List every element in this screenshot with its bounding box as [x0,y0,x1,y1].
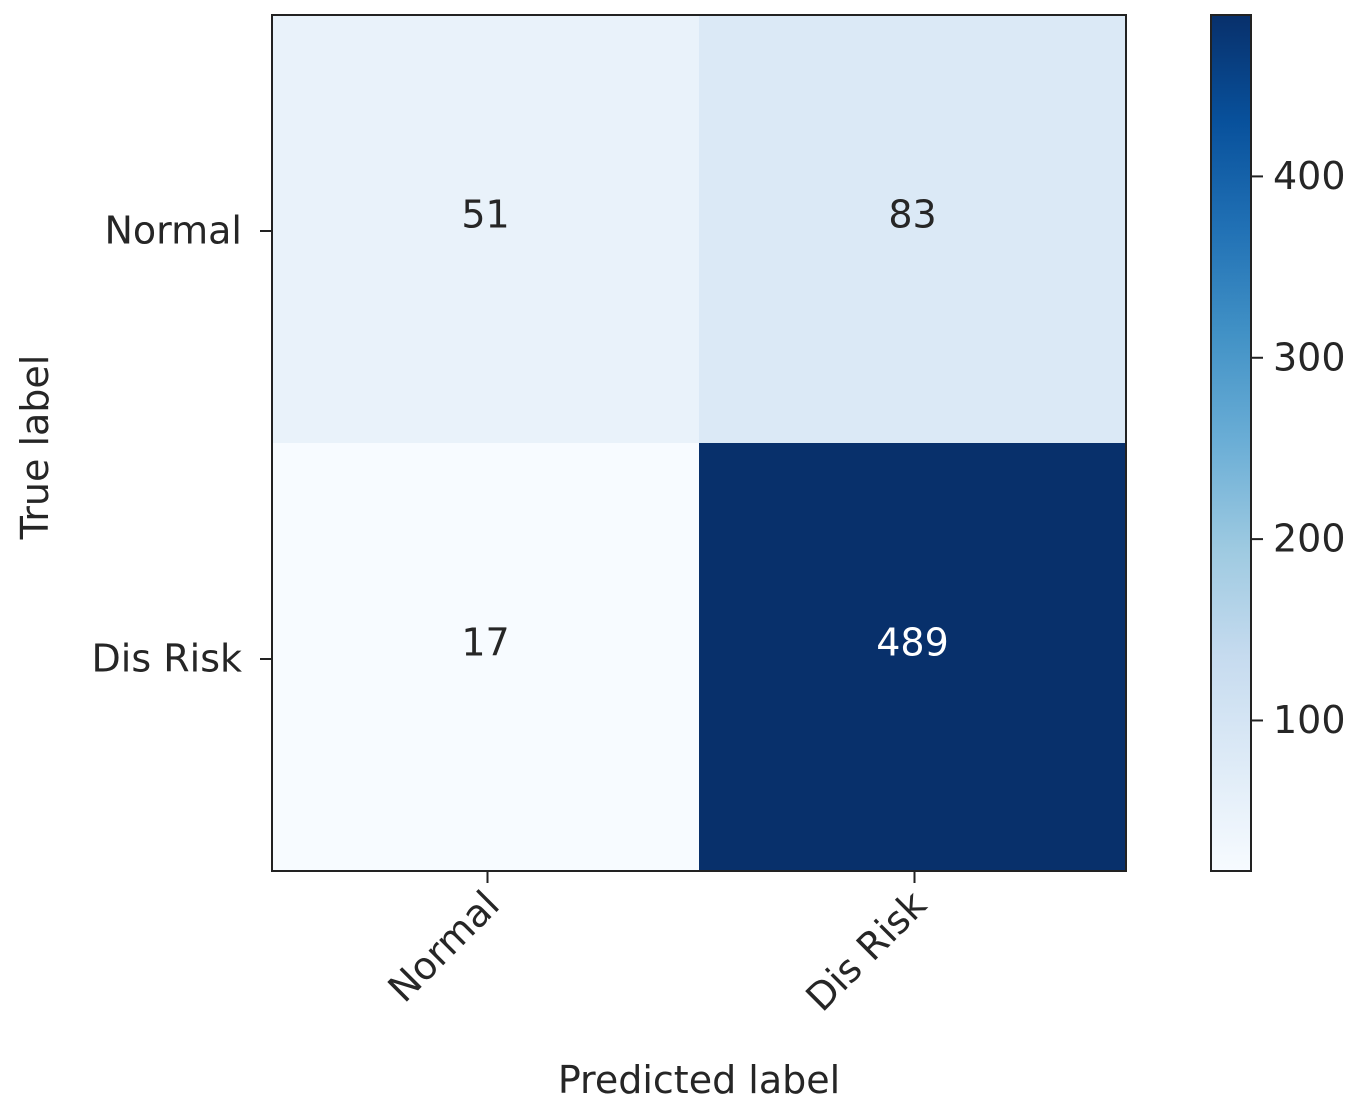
colorbar-tick-label: 400 [1273,154,1346,198]
cell-value-label: 489 [876,621,949,665]
cell-value-labels: 51 83 17 489 [461,193,948,665]
x-axis-label: Predicted label [558,1058,840,1102]
heatmap-cell [272,443,699,871]
plot-frame [271,14,1127,872]
heatmap-cell [699,15,1126,443]
y-axis: Normal Dis Risk [92,209,272,681]
x-tick-label: Dis Risk [797,882,935,1020]
colorbar-tick-label: 100 [1273,698,1346,742]
x-axis: Normal Dis Risk [380,871,935,1020]
y-axis-label: True label [13,355,57,541]
colorbar-tick-label: 200 [1273,517,1346,561]
cell-value-label: 51 [461,193,509,237]
heatmap-cell [699,443,1126,871]
heatmap-cells [272,15,1126,871]
colorbar-tick-label: 300 [1273,335,1346,379]
colorbar [1210,14,1252,872]
cell-value-label: 83 [888,193,936,237]
x-tick-label: Normal [380,882,508,1010]
colorbar-ticks: 100 200 300 400 [1251,154,1346,742]
y-tick-label: Normal [105,209,243,253]
heatmap-cell [272,15,699,443]
y-tick-label: Dis Risk [92,637,242,681]
cell-value-label: 17 [461,621,509,665]
